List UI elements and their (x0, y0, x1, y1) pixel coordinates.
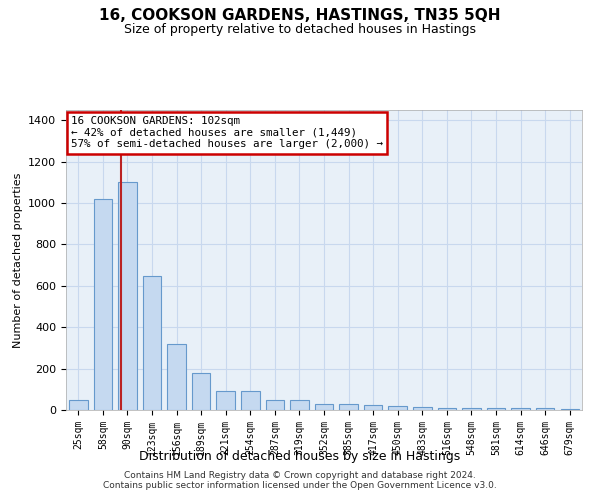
Text: 16 COOKSON GARDENS: 102sqm
← 42% of detached houses are smaller (1,449)
57% of s: 16 COOKSON GARDENS: 102sqm ← 42% of deta… (71, 116, 383, 149)
Bar (192, 373, 211, 410)
Bar (118, 182, 137, 410)
Text: Distribution of detached houses by size in Hastings: Distribution of detached houses by size … (139, 450, 461, 463)
Bar (266, 400, 284, 410)
Bar (241, 392, 260, 410)
Bar (340, 404, 358, 410)
Text: Contains HM Land Registry data © Crown copyright and database right 2024.
Contai: Contains HM Land Registry data © Crown c… (103, 470, 497, 490)
Bar (217, 392, 235, 410)
Bar (389, 406, 407, 410)
Bar (511, 408, 530, 410)
Bar (487, 408, 505, 410)
Text: 16, COOKSON GARDENS, HASTINGS, TN35 5QH: 16, COOKSON GARDENS, HASTINGS, TN35 5QH (99, 8, 501, 22)
Bar (560, 409, 579, 410)
Y-axis label: Number of detached properties: Number of detached properties (13, 172, 23, 348)
Bar (290, 400, 308, 410)
Bar (462, 408, 481, 410)
Bar (315, 404, 333, 410)
Bar (413, 407, 431, 410)
Bar (143, 276, 161, 410)
Bar (167, 344, 186, 410)
Bar (69, 400, 88, 410)
Text: Size of property relative to detached houses in Hastings: Size of property relative to detached ho… (124, 22, 476, 36)
Bar (536, 408, 554, 410)
Bar (94, 199, 112, 410)
Bar (364, 405, 382, 410)
Bar (437, 408, 456, 410)
